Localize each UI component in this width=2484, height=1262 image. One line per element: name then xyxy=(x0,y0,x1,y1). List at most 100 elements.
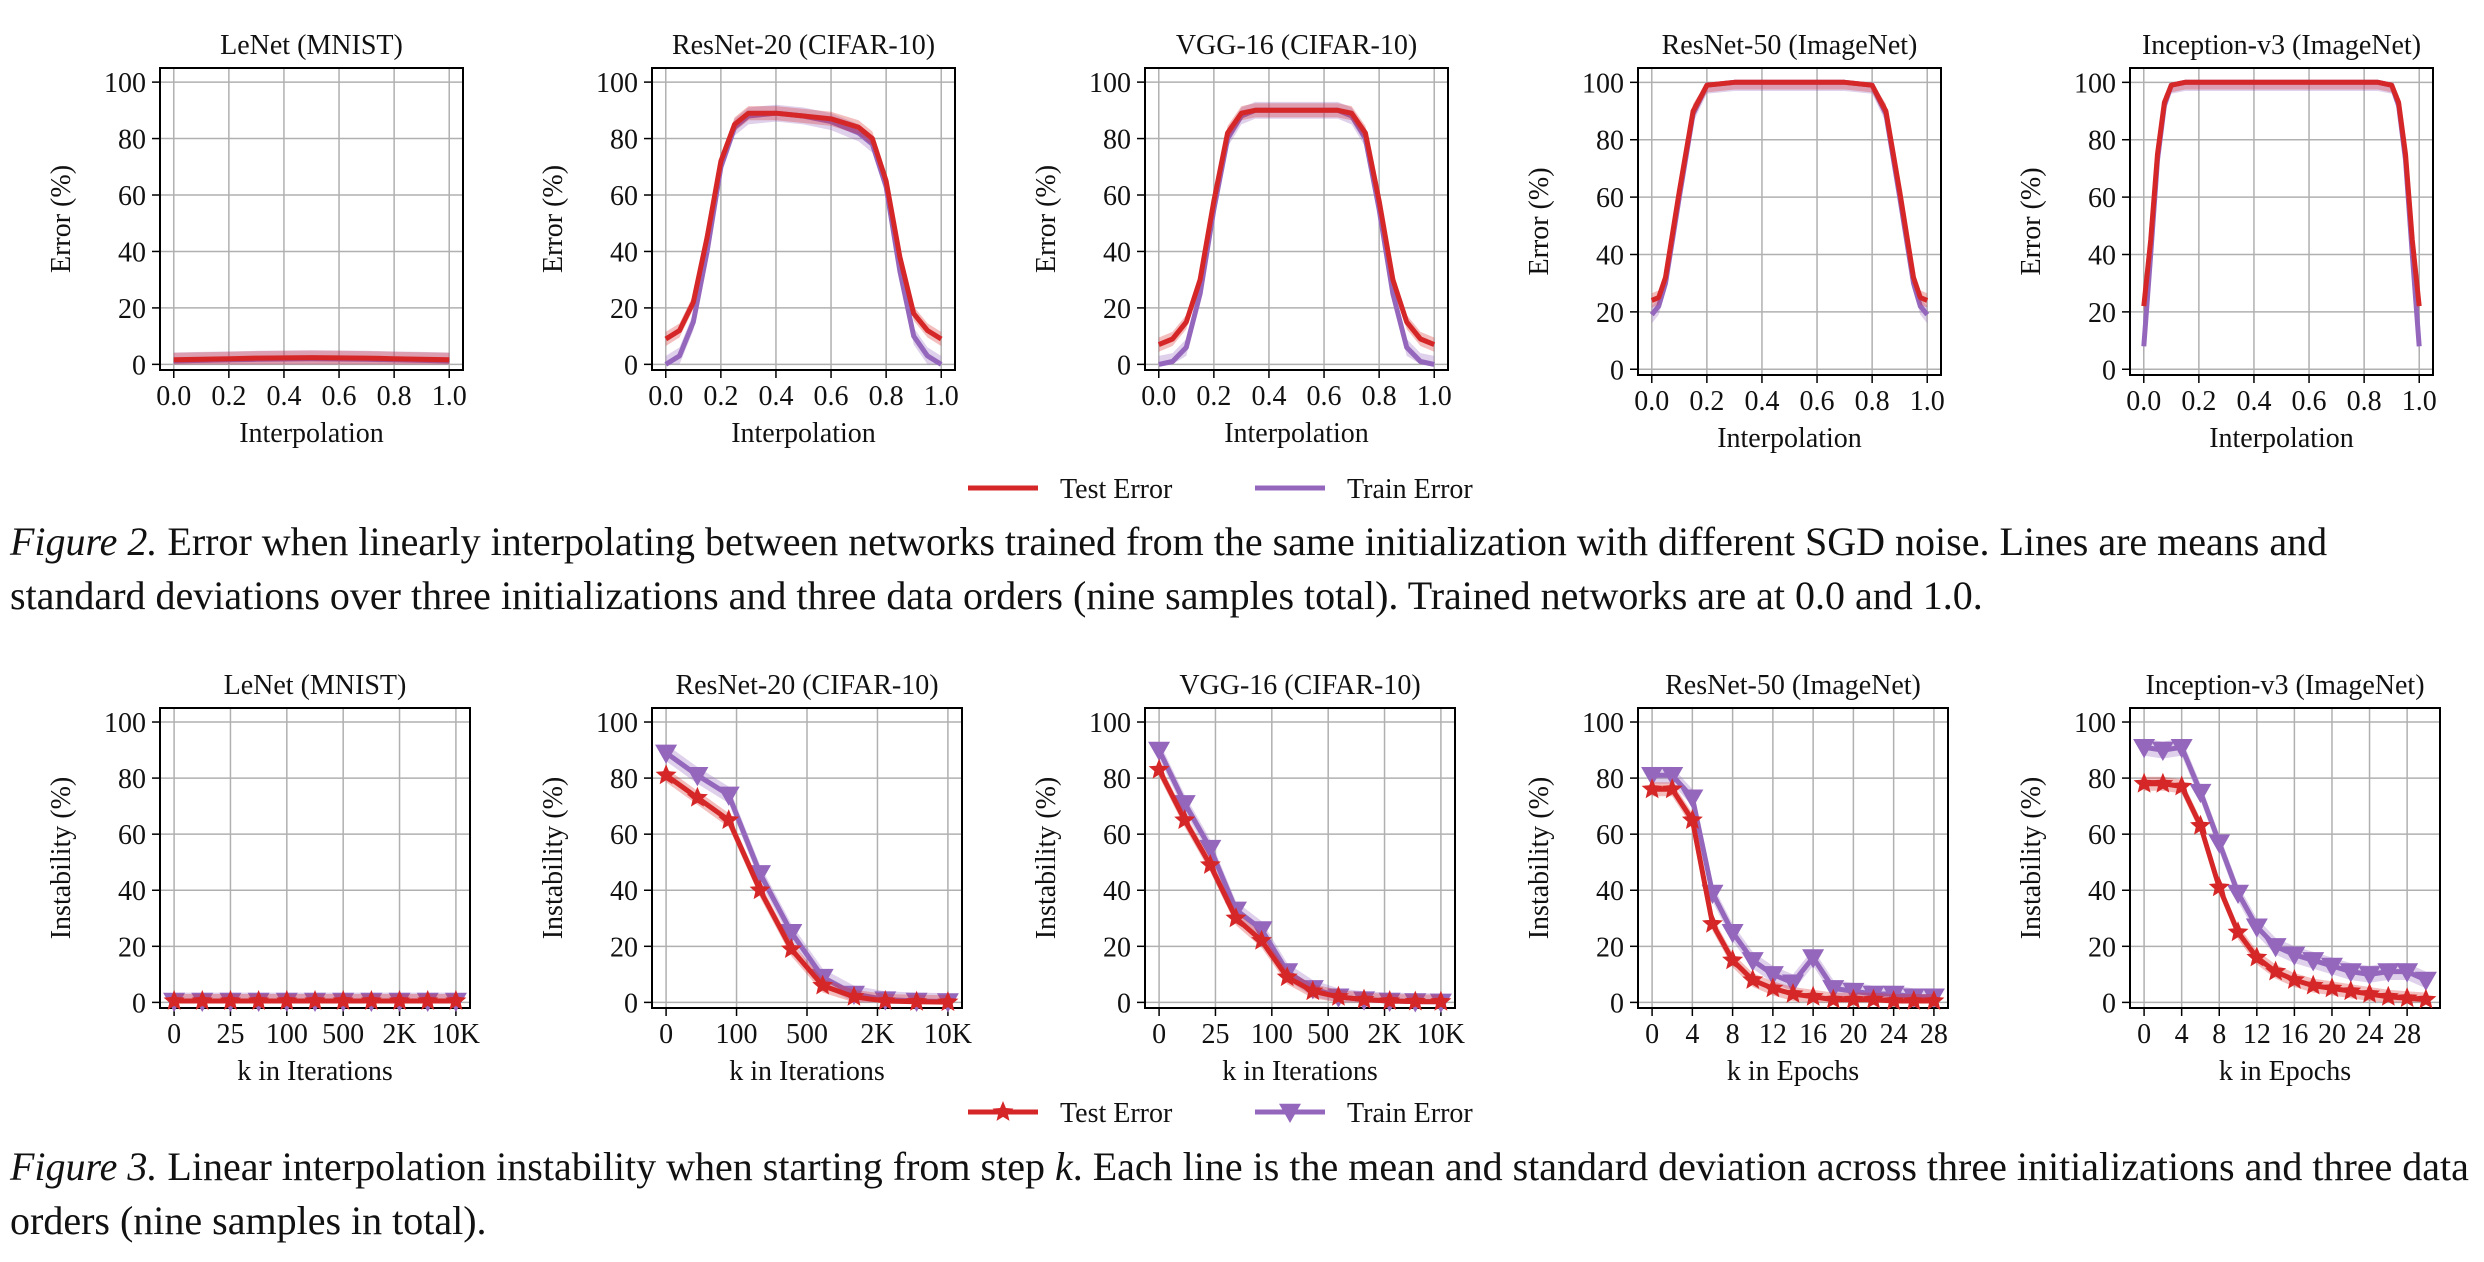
data-point-test xyxy=(2208,876,2230,897)
plot-frame xyxy=(1144,707,1456,1009)
y-tick-label: 40 xyxy=(610,237,638,268)
data-point-test xyxy=(812,974,834,995)
plot-frame xyxy=(2129,707,2441,1009)
data-point-test xyxy=(937,991,959,1011)
data-point-train xyxy=(1641,767,1664,787)
y-tick-label: 60 xyxy=(118,820,146,851)
x-tick-label: 25 xyxy=(1201,1019,1229,1050)
y-tick-label: 100 xyxy=(1089,68,1131,99)
x-tick-label: 0.0 xyxy=(2126,386,2161,417)
x-tick-label: 16 xyxy=(1799,1019,1827,1050)
data-point-test xyxy=(1404,990,1426,1011)
y-tick-label: 80 xyxy=(2088,126,2116,157)
x-axis-label: Interpolation xyxy=(2209,423,2354,454)
x-axis-label: Interpolation xyxy=(239,418,384,449)
x-tick-label: 8 xyxy=(2212,1019,2226,1050)
series-line-test xyxy=(664,773,948,1005)
data-point-test xyxy=(1903,990,1925,1010)
y-tick-label: 0 xyxy=(2102,988,2116,1019)
x-tick-label: 0.0 xyxy=(156,381,191,412)
chart-fig2-4: 0.0 0.2 0.4 0.6 0.8 1.0 0 20 40 60 80 100 Inception-… xyxy=(2016,30,2437,454)
data-point-test xyxy=(1302,980,1324,1001)
x-tick-label: 0.0 xyxy=(648,381,683,412)
legend-marker-train xyxy=(1279,1103,1301,1123)
chart-title: VGG-16 (CIFAR-10) xyxy=(1179,670,1420,701)
x-tick-label: 10K xyxy=(1417,1019,1465,1050)
data-point-test xyxy=(2396,987,2418,1008)
chart-title: VGG-16 (CIFAR-10) xyxy=(1176,30,1417,61)
y-tick-label: 20 xyxy=(610,294,638,325)
x-tick-label: 0.2 xyxy=(2181,386,2216,417)
y-tick-label: 80 xyxy=(1103,764,1131,795)
x-tick-label: 1.0 xyxy=(1417,381,1452,412)
data-point-test xyxy=(1883,990,1905,1010)
y-tick-label: 80 xyxy=(118,764,146,795)
data-point-train xyxy=(2170,739,2193,759)
series-band-test xyxy=(666,768,948,1003)
x-tick-label: 4 xyxy=(2175,1019,2189,1050)
data-point-test xyxy=(389,990,410,1010)
y-axis-label: Instability (%) xyxy=(538,777,569,940)
chart-fig2-3: 0.0 0.2 0.4 0.6 0.8 1.0 0 20 40 60 80 100 ResNet-50 … xyxy=(1524,30,1945,454)
data-point-test xyxy=(1742,969,1764,989)
series-band-test xyxy=(1652,782,1934,1003)
data-point-test xyxy=(1722,949,1744,970)
x-tick-label: 0.2 xyxy=(703,381,738,412)
x-tick-label: 0.4 xyxy=(1744,386,1779,417)
data-point-test xyxy=(906,990,928,1011)
y-axis-label: Instability (%) xyxy=(1031,777,1062,940)
x-tick-label: 0.0 xyxy=(1141,381,1176,412)
legend-label-test: Test Error xyxy=(1060,1098,1173,1129)
x-tick-label: 2K xyxy=(1367,1019,1401,1050)
data-point-test xyxy=(1353,988,1375,1009)
y-tick-label: 60 xyxy=(1596,820,1624,851)
x-tick-label: 10K xyxy=(432,1019,480,1050)
data-point-train xyxy=(1721,924,1744,944)
data-point-test xyxy=(2152,772,2174,793)
y-tick-label: 60 xyxy=(610,181,638,212)
y-tick-label: 80 xyxy=(1103,125,1131,156)
x-tick-label: 0.4 xyxy=(758,381,793,412)
series-line-test xyxy=(1156,768,1441,1005)
y-tick-label: 60 xyxy=(1596,183,1624,214)
data-point-train xyxy=(2208,834,2231,854)
data-point-train xyxy=(780,924,803,944)
chart-title: ResNet-50 (ImageNet) xyxy=(1665,670,1921,701)
series-line-test xyxy=(1650,79,1929,303)
x-tick-label: 0.6 xyxy=(322,381,357,412)
data-point-test xyxy=(1782,983,1804,1003)
data-point-train xyxy=(1802,949,1825,969)
y-tick-label: 20 xyxy=(1103,932,1131,963)
data-point-train xyxy=(2396,963,2419,983)
series-line-train xyxy=(1158,107,1435,367)
fig3-legend: Test Error Train Error xyxy=(968,1098,1473,1129)
x-tick-label: 2K xyxy=(860,1019,894,1050)
plot-frame xyxy=(651,707,963,1009)
data-point-test xyxy=(749,879,771,900)
x-tick-label: 20 xyxy=(1839,1019,1867,1050)
y-tick-label: 20 xyxy=(2088,298,2116,329)
x-tick-label: 100 xyxy=(266,1019,308,1050)
y-tick-label: 100 xyxy=(104,68,146,99)
x-tick-label: 0.6 xyxy=(1800,386,1835,417)
y-tick-label: 60 xyxy=(2088,183,2116,214)
series-line-train xyxy=(1652,772,1934,1000)
data-point-test xyxy=(2340,980,2362,1001)
data-point-test xyxy=(1328,985,1349,1006)
y-tick-label: 0 xyxy=(1117,350,1131,381)
y-tick-label: 100 xyxy=(1089,708,1131,739)
series-line-test xyxy=(664,110,943,342)
x-tick-label: 1.0 xyxy=(2402,386,2437,417)
chart-fig2-0: 0.0 0.2 0.4 0.6 0.8 1.0 0 20 40 60 80 100 LeNet (MNI… xyxy=(46,30,467,449)
data-point-train xyxy=(2264,938,2287,958)
x-tick-label: 0.0 xyxy=(1634,386,1669,417)
data-point-train xyxy=(2245,918,2268,938)
data-point-train xyxy=(686,767,709,787)
y-tick-label: 60 xyxy=(118,181,146,212)
figure-2-caption-text: Error when linearly interpolating betwee… xyxy=(10,519,2328,618)
series-line-train xyxy=(1156,749,1441,1005)
figure-3-caption: Figure 3. Linear interpolation instabili… xyxy=(10,1140,2470,1248)
figure-2-caption: Figure 2. Error when linearly interpolat… xyxy=(10,515,2470,623)
series-band-train xyxy=(2143,82,2420,355)
x-tick-label: 0 xyxy=(659,1019,673,1050)
